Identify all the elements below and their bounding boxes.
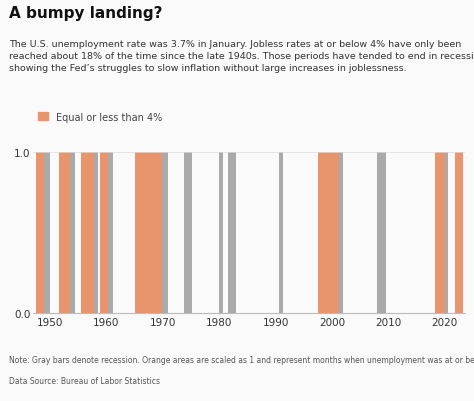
Bar	[376, 152, 386, 313]
Bar	[228, 152, 236, 313]
Bar	[184, 152, 192, 313]
Bar	[93, 152, 98, 313]
Bar	[100, 152, 109, 313]
Bar	[279, 152, 283, 313]
Bar	[318, 152, 339, 313]
Text: Data Source: Bureau of Labor Statistics: Data Source: Bureau of Labor Statistics	[9, 376, 161, 385]
Bar	[435, 152, 446, 313]
Text: A bumpy landing?: A bumpy landing?	[9, 6, 163, 21]
Text: Note: Gray bars denote recession. Orange areas are scaled as 1 and represent mon: Note: Gray bars denote recession. Orange…	[9, 355, 474, 364]
Bar	[59, 152, 71, 313]
Bar	[71, 152, 75, 313]
Bar	[219, 152, 223, 313]
Bar	[162, 152, 168, 313]
Bar	[135, 152, 164, 313]
Bar	[44, 152, 49, 313]
Bar	[36, 152, 49, 313]
Bar	[456, 152, 463, 313]
Bar	[81, 152, 94, 313]
Bar	[108, 152, 113, 313]
Bar	[446, 152, 447, 313]
Bar	[339, 152, 343, 313]
Legend: Equal or less than 4%: Equal or less than 4%	[38, 112, 162, 122]
Text: The U.S. unemployment rate was 3.7% in January. Jobless rates at or below 4% hav: The U.S. unemployment rate was 3.7% in J…	[9, 40, 474, 73]
